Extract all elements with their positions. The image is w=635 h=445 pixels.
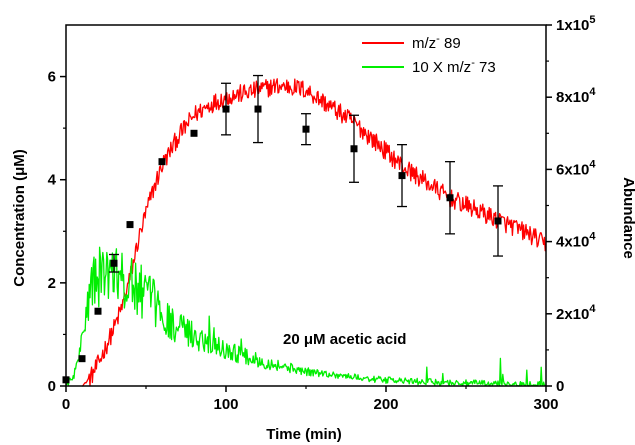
data-point — [94, 307, 102, 315]
data-point — [126, 221, 134, 229]
y-left-tick-label: 0 — [48, 378, 56, 395]
y-left-tick-label: 4 — [48, 172, 57, 189]
y-right-tick-label: 4x104 — [556, 231, 596, 251]
data-point — [398, 172, 406, 180]
data-point — [446, 194, 454, 202]
y-right-tick-label: 1x105 — [556, 14, 596, 34]
series-lines — [65, 78, 547, 387]
legend: m/z- 89 10 X m/z- 73 — [362, 33, 496, 76]
x-tick-label: 0 — [62, 396, 70, 413]
data-point — [190, 129, 198, 137]
data-point — [350, 145, 358, 153]
y-right-tick-label: 0 — [556, 378, 564, 395]
y-left-tick-label: 2 — [48, 275, 56, 292]
chart-annotation: 20 μM acetic acid — [283, 331, 406, 348]
axis-ticks — [60, 24, 552, 392]
y-right-tick-label: 6x104 — [556, 158, 596, 178]
data-point — [254, 105, 262, 113]
data-point — [78, 355, 86, 363]
x-axis-title: Time (min) — [266, 426, 342, 443]
x-tick-label: 200 — [373, 396, 398, 413]
data-point — [110, 259, 118, 267]
legend-label: 10 X m/z- 73 — [412, 57, 496, 76]
x-tick-label: 300 — [533, 396, 558, 413]
y-right-tick-label: 8x104 — [556, 86, 596, 106]
data-point — [158, 158, 166, 166]
y-axis-title-left: Concentration (μM) — [11, 149, 28, 287]
data-point — [494, 217, 502, 225]
series-line-m89 — [82, 78, 547, 387]
legend-label: m/z- 89 — [412, 33, 461, 52]
y-left-tick-label: 6 — [48, 69, 56, 86]
y-axis-title-right: Abundance — [620, 177, 635, 259]
series-line-m73 — [65, 246, 547, 387]
data-point — [222, 105, 230, 113]
x-tick-label: 100 — [213, 396, 238, 413]
y-right-tick-label: 2x104 — [556, 303, 596, 323]
data-point — [302, 125, 310, 133]
